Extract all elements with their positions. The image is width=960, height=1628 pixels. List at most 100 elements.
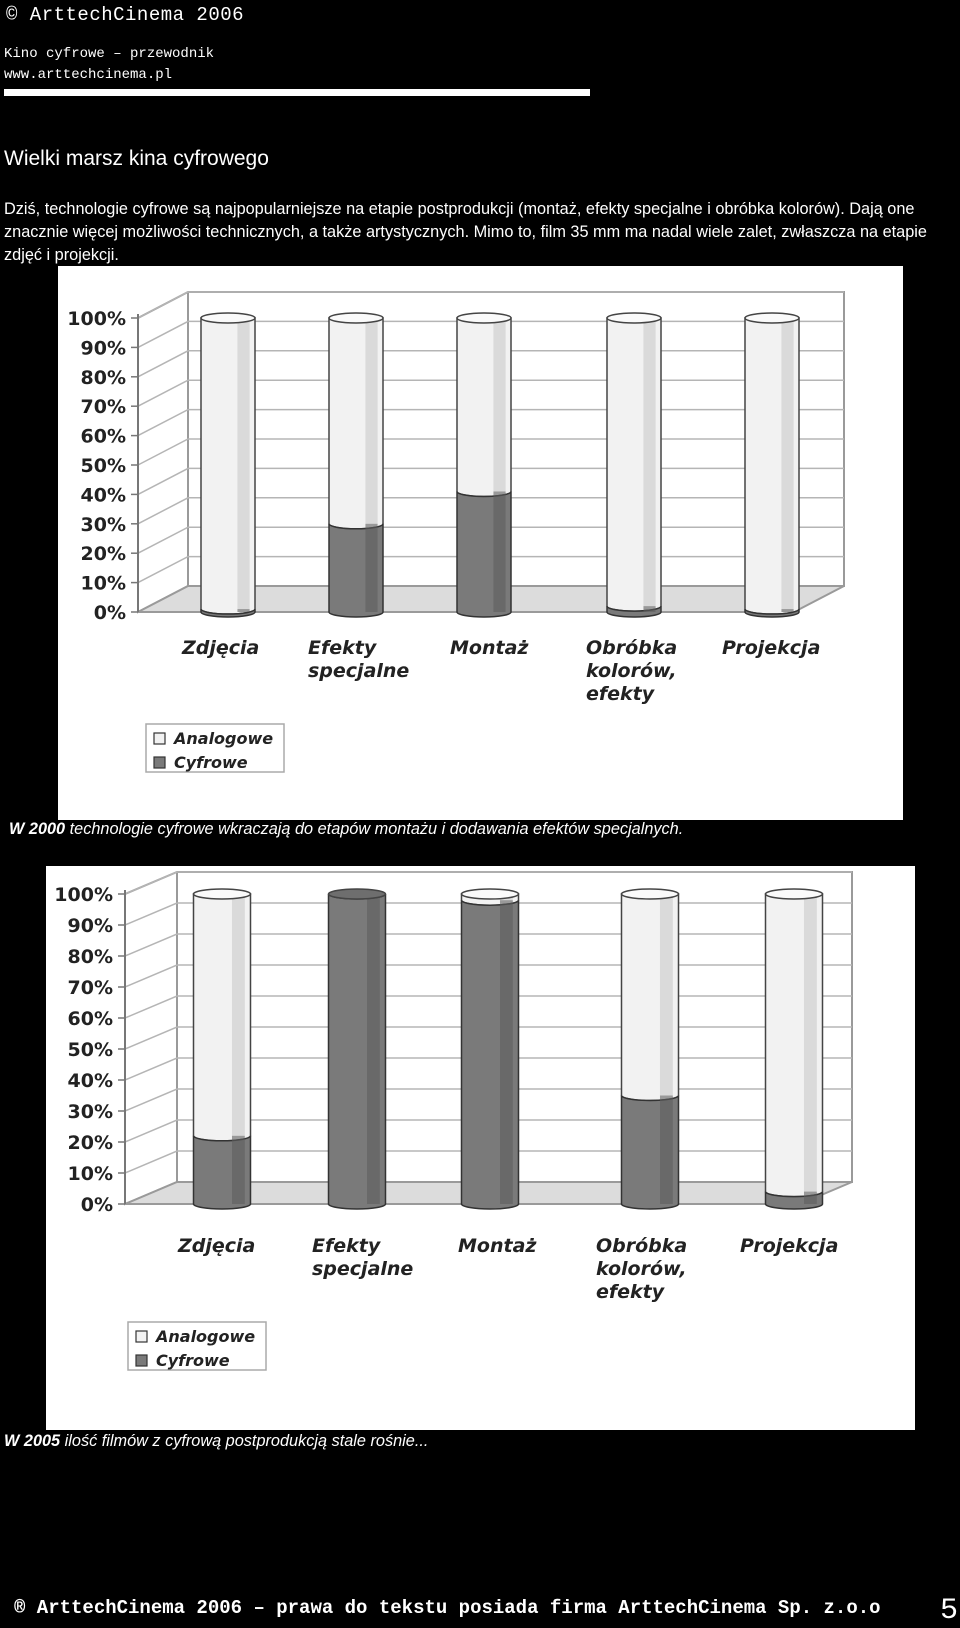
- intro-paragraph: Dziś, technologie cyfrowe są najpopularn…: [4, 200, 927, 264]
- chart-2005-ytick-label: 70%: [68, 977, 113, 999]
- section-title: Wielki marsz kina cyfrowego: [4, 147, 269, 170]
- chart-2000-bar-shade: [493, 491, 506, 612]
- chart-2000-ytick-label: 70%: [81, 396, 126, 418]
- chart-2000-bar-shade: [493, 318, 506, 492]
- chart-2000-bar-cyfrowe: [744, 608, 800, 618]
- chart-2005-cylinder-1: [192, 888, 252, 1210]
- chart-2005-legend: Analogowe Cyfrowe: [127, 1321, 267, 1371]
- chart-2005-bar-shade: [659, 894, 673, 1096]
- chart-2000-ytick-label: 30%: [81, 514, 126, 536]
- chart-2000-bar-shade: [365, 318, 378, 524]
- chart-2005-legend-swatch-cyfrowe: [135, 1354, 148, 1367]
- chart-2005-gridline: [124, 871, 852, 895]
- chart-2000-legend-box: [145, 723, 285, 773]
- chart-2005-bar-shade: [803, 1191, 817, 1204]
- chart-2000-bar-shade: [643, 606, 656, 612]
- chart-2005-category-label: Obróbka: [596, 1235, 687, 1257]
- chart-2005-ytick-label: 30%: [68, 1101, 113, 1123]
- chart-2000-legend-label-cyfrowe: Cyfrowe: [174, 753, 248, 772]
- chart-2005-category-label: efekty: [596, 1281, 666, 1303]
- caption-2005-year: W 2005: [4, 1432, 61, 1450]
- chart-2000-ytick-label: 50%: [81, 455, 126, 477]
- chart-2005-ytick-label: 10%: [68, 1163, 113, 1185]
- header-website: www.arttechcinema.pl: [4, 67, 173, 83]
- chart-2005-category-label: Montaż: [458, 1235, 537, 1257]
- chart-2000-bar-top: [744, 312, 800, 324]
- chart-2000-bar-shade: [781, 609, 794, 612]
- chart-2005-bar-top: [327, 888, 387, 900]
- chart-2000-cylinder-1: [200, 312, 256, 618]
- chart-2005-category-label: Projekcja: [740, 1235, 838, 1257]
- chart-2000-bar-shade: [643, 318, 656, 607]
- chart-2000-legend-label-analogowe: Analogowe: [172, 729, 273, 748]
- chart-2000-bar-top: [606, 312, 662, 324]
- chart-2000: 0% 10% 20% 30% 40% 50% 60% 70% 80% 90% 100% Zdjęcia…: [58, 266, 903, 820]
- chart-2000-gridline: [137, 291, 844, 319]
- chart-2005-cylinder-4: [620, 888, 680, 1210]
- chart-2005-category-label: kolorów,: [596, 1258, 687, 1280]
- chart-2000-legend-swatch-analogowe: [153, 732, 166, 745]
- chart-2005-bar-top: [620, 888, 680, 900]
- footer-copyright: ® ArttechCinema 2006 – prawa do tekstu p…: [14, 1597, 881, 1619]
- chart-2000-category-label: Zdjęcia: [181, 637, 259, 659]
- chart-2005-bar-top: [460, 888, 520, 900]
- chart-2000-legend-swatch-cyfrowe: [153, 756, 166, 769]
- chart-2005-ytick-label: 60%: [68, 1008, 113, 1030]
- chart-2000-cylinder-5: [744, 312, 800, 618]
- chart-2005-svg: 0% 10% 20% 30% 40% 50% 60% 70% 80% 90% 100% Zdjęcia…: [54, 871, 853, 1371]
- chart-2005-bar-shade: [659, 1095, 673, 1204]
- chart-2000-cylinder-4: [606, 312, 662, 618]
- header-copyright: © ArttechCinema 2006: [6, 4, 245, 26]
- chart-2005-cylinder-3: [460, 888, 520, 1210]
- chart-2000-legend: Analogowe Cyfrowe: [145, 723, 285, 773]
- chart-2000-category-label: Obróbka: [586, 637, 677, 659]
- chart-2005-ytick-label: 90%: [68, 915, 113, 937]
- chart-2000-category-label: Montaż: [450, 637, 529, 659]
- chart-2005-legend-label-cyfrowe: Cyfrowe: [156, 1351, 230, 1370]
- chart-2000-category-label: Projekcja: [722, 637, 820, 659]
- chart-2005-cylinder-2: [327, 888, 387, 1210]
- chart-2005-cylinder-5: [764, 888, 824, 1210]
- chart-2005-ytick-label: 100%: [54, 884, 113, 906]
- chart-2005-legend-label-analogowe: Analogowe: [154, 1327, 255, 1346]
- chart-2000-bar-shade: [237, 318, 250, 610]
- chart-2000-bar-top: [456, 312, 512, 324]
- chart-2005-bar-shade: [231, 1135, 245, 1204]
- chart-2000-cylinder-2: [328, 312, 384, 618]
- chart-2000-bar-top: [328, 312, 384, 324]
- chart-2000-ytick-label: 100%: [67, 308, 126, 330]
- chart-2005-bar-shade: [499, 900, 513, 1204]
- chart-2005-category-label: Efekty: [312, 1235, 382, 1257]
- chart-2000-category-label: Efekty: [308, 637, 378, 659]
- caption-2000-text: technologie cyfrowe wkraczają do etapów …: [65, 820, 684, 838]
- chart-2000-ytick-label: 60%: [81, 426, 126, 448]
- chart-2000-bar-top: [200, 312, 256, 324]
- chart-2000-ytick-label: 20%: [81, 543, 126, 565]
- page-number: 5: [940, 1594, 959, 1628]
- chart-2005-legend-swatch-analogowe: [135, 1330, 148, 1343]
- chart-2000-ytick-label: 90%: [81, 337, 126, 359]
- chart-2000-ytick-label: 80%: [81, 367, 126, 389]
- chart-2005-ytick-label: 80%: [68, 946, 113, 968]
- chart-2000-bar-shade: [237, 609, 250, 612]
- chart-2000-bar-shade: [781, 318, 794, 610]
- chart-2000-category-label: efekty: [586, 683, 656, 705]
- header-subtitle: Kino cyfrowe – przewodnik: [4, 46, 215, 62]
- caption-2000-year: W 2000: [9, 820, 66, 838]
- chart-2000-ytick-label: 10%: [81, 573, 126, 595]
- chart-2000-svg: 0% 10% 20% 30% 40% 50% 60% 70% 80% 90% 100% Zdjęcia…: [67, 291, 845, 773]
- chart-2000-bar-cyfrowe: [606, 605, 662, 618]
- chart-2000-category-label: kolorów,: [586, 660, 677, 682]
- chart-2005-category-label: specjalne: [312, 1258, 413, 1280]
- caption-2005-text: ilość filmów z cyfrową postprodukcją sta…: [60, 1432, 429, 1450]
- header-divider: [4, 89, 590, 96]
- chart-2000-ytick-label: 0%: [94, 602, 126, 624]
- chart-2005-bar-shade: [366, 894, 380, 1204]
- chart-2005-ytick-label: 20%: [68, 1132, 113, 1154]
- caption-2005: W 2005 ilość filmów z cyfrową postproduk…: [4, 1432, 428, 1451]
- chart-2005-bar-top: [192, 888, 252, 900]
- chart-2005-ytick-label: 50%: [68, 1039, 113, 1061]
- chart-2005-bar-top: [764, 888, 824, 900]
- chart-2000-bar-shade: [365, 523, 378, 612]
- chart-2005-category-label: Zdjęcia: [177, 1235, 255, 1257]
